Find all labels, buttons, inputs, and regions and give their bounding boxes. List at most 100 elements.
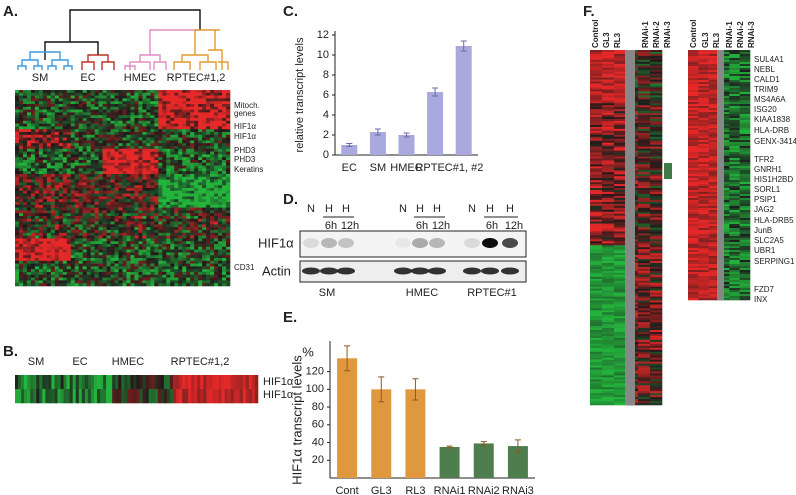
heatmap-cell <box>222 134 227 138</box>
heatmap-cell <box>138 258 143 262</box>
heatmap-cell <box>94 171 99 175</box>
heatmap-cell <box>602 65 615 69</box>
heatmap-cell <box>218 199 223 203</box>
heatmap-cell <box>194 266 199 270</box>
heatmap-cell <box>22 252 28 256</box>
heatmap-cell <box>118 224 123 228</box>
heatmap-cell <box>194 255 199 259</box>
heatmap-cell <box>106 260 111 264</box>
heatmap-cell <box>614 215 627 218</box>
heatmap-cell <box>102 246 107 250</box>
heatmap-cell <box>206 263 211 267</box>
heatmap-cell <box>66 90 72 94</box>
heatmap-cell <box>130 165 135 169</box>
heatmap-cell <box>590 75 603 78</box>
heatmap-cell <box>66 241 72 245</box>
heatmap-cell <box>650 270 663 274</box>
heatmap-cell <box>38 272 44 276</box>
heatmap-cell <box>162 193 167 197</box>
heatmap-cell <box>590 231 603 234</box>
heatmap-cell <box>614 150 627 153</box>
heatmap-cell <box>222 112 227 116</box>
heatmap-cell <box>602 95 615 98</box>
heatmap-cell <box>114 98 119 102</box>
heatmap-cell <box>158 196 163 200</box>
heatmap-cell <box>62 154 68 158</box>
heatmap-cell <box>130 272 135 276</box>
heatmap-cell <box>126 101 131 105</box>
heatmap-cell <box>158 95 163 99</box>
heatmap-cell <box>602 85 615 88</box>
heatmap-cell <box>54 258 60 262</box>
heatmap-cell <box>602 308 615 311</box>
heatmap-cell <box>154 171 159 175</box>
heatmap-cell <box>34 112 40 116</box>
heatmap-cell <box>245 375 250 390</box>
heatmap-cell <box>650 51 663 55</box>
heatmap-cell <box>182 277 187 281</box>
heatmap-cell <box>142 188 147 192</box>
heatmap-cell <box>590 343 603 347</box>
heatmap-cell <box>198 106 203 110</box>
x-tick-label: RPTEC#1, #2 <box>415 162 483 174</box>
heatmap-cell <box>202 190 207 194</box>
heatmap-cell <box>638 245 651 248</box>
heatmap-cell <box>150 249 155 253</box>
heatmap-cell <box>38 157 44 161</box>
heatmap-cell <box>202 120 207 124</box>
heatmap-cell <box>602 91 615 94</box>
heatmap-cell <box>62 196 68 200</box>
heatmap-cell <box>142 258 147 262</box>
heatmap-cell <box>210 274 215 278</box>
heatmap-cell <box>82 182 87 186</box>
heatmap-cell <box>614 77 627 80</box>
heatmap-cell <box>162 249 167 253</box>
heatmap-cell <box>118 140 123 144</box>
heatmap-cell <box>46 221 52 225</box>
time-label: 6h <box>486 220 498 232</box>
heatmap-cell <box>38 221 44 225</box>
heatmap-cell <box>114 146 119 150</box>
heatmap-cell <box>218 202 223 206</box>
heatmap-cell <box>170 213 175 217</box>
heatmap-cell <box>162 112 167 116</box>
heatmap-cell <box>602 276 615 280</box>
heatmap-cell <box>106 118 111 122</box>
heatmap-cell <box>203 375 207 390</box>
heatmap-cell <box>650 318 663 321</box>
heatmap-cell <box>66 258 72 262</box>
heatmap-cell <box>110 241 115 245</box>
heatmap-cell <box>194 263 199 267</box>
heatmap-cell <box>222 269 227 273</box>
heatmap-cell <box>82 151 87 155</box>
heatmap-cell <box>106 104 111 108</box>
heatmap-cell <box>78 92 83 96</box>
heatmap-cell <box>150 154 155 158</box>
heatmap-cell <box>614 249 627 252</box>
heatmap-cell <box>74 188 79 192</box>
heatmap-cell <box>127 389 131 404</box>
heatmap-cell <box>154 202 159 206</box>
heatmap-cell <box>30 190 36 194</box>
panel-label: B. <box>3 343 18 360</box>
heatmap-cell <box>86 193 91 197</box>
heatmap-cell <box>638 132 651 136</box>
heatmap-cell <box>150 202 155 206</box>
heatmap-cell <box>194 375 198 390</box>
heatmap-cell <box>590 178 603 181</box>
heatmap-cell <box>202 252 207 256</box>
heatmap-cell <box>18 176 24 180</box>
heatmap-cell <box>150 148 155 152</box>
heatmap-cell <box>78 151 83 155</box>
heatmap-cell <box>86 143 91 147</box>
heatmap-cell <box>34 272 40 276</box>
time-label: 12h <box>432 220 450 232</box>
heatmap-cell <box>70 98 76 102</box>
heatmap-cell <box>214 165 219 169</box>
heatmap-cell <box>602 243 615 246</box>
heatmap-cell <box>82 123 87 127</box>
heatmap-cell <box>30 227 36 231</box>
heatmap-cell <box>26 109 32 113</box>
heatmap-cell <box>34 246 40 250</box>
heatmap-cell <box>638 172 651 175</box>
